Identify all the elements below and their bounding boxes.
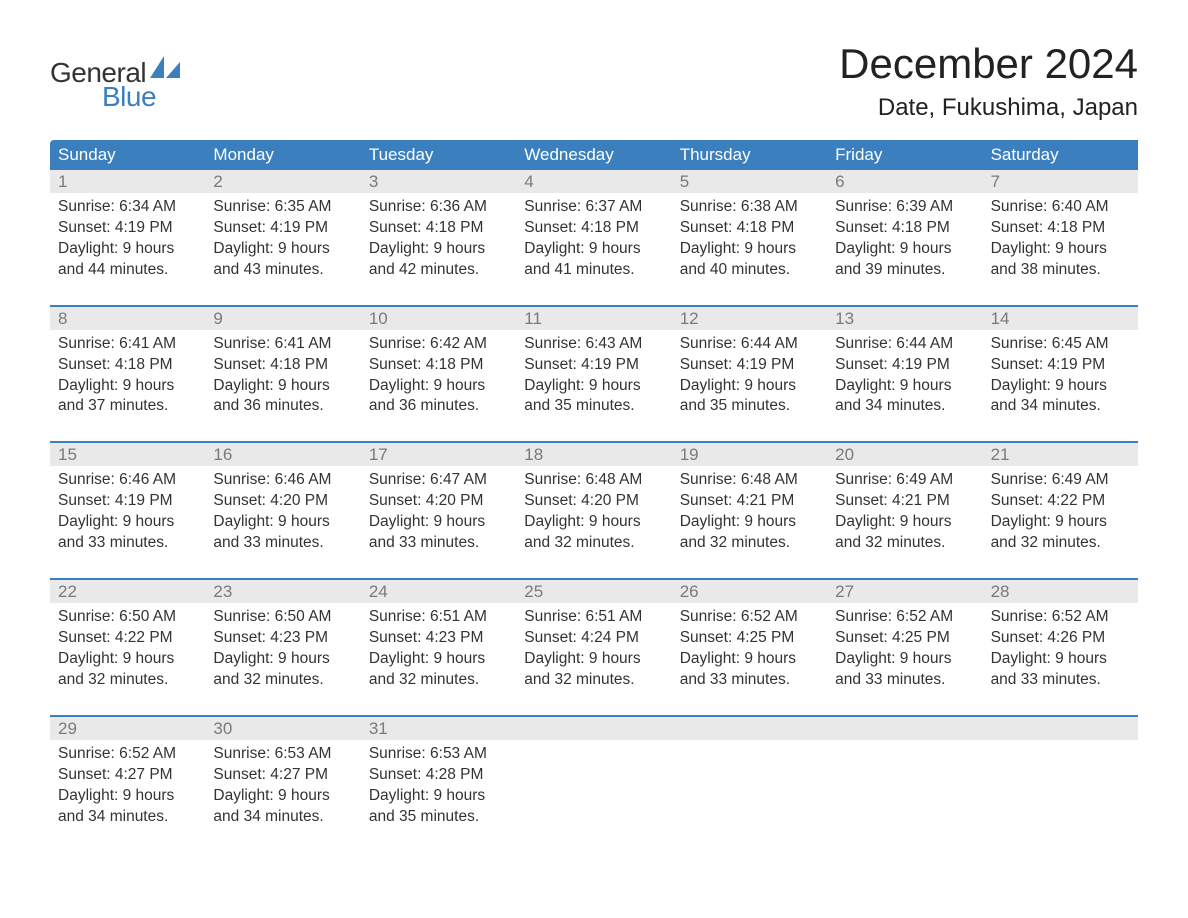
day-number: 13 [827,307,982,330]
day-number: 7 [983,170,1138,193]
day-number: 28 [983,580,1138,603]
day-number: 23 [205,580,360,603]
day-details: Sunrise: 6:49 AMSunset: 4:22 PMDaylight:… [983,466,1138,560]
day-number: 8 [50,307,205,330]
day-details: Sunrise: 6:39 AMSunset: 4:18 PMDaylight:… [827,193,982,287]
day-details-empty [672,740,827,834]
day-number: 25 [516,580,671,603]
day-details: Sunrise: 6:41 AMSunset: 4:18 PMDaylight:… [205,330,360,424]
day-number: 26 [672,580,827,603]
day-details: Sunrise: 6:42 AMSunset: 4:18 PMDaylight:… [361,330,516,424]
day-details-empty [516,740,671,834]
month-title: December 2024 [839,40,1138,88]
page-header: General Blue December 2024 Date, Fukushi… [50,40,1138,122]
day-details: Sunrise: 6:44 AMSunset: 4:19 PMDaylight:… [672,330,827,424]
day-details: Sunrise: 6:41 AMSunset: 4:18 PMDaylight:… [50,330,205,424]
day-details: Sunrise: 6:48 AMSunset: 4:21 PMDaylight:… [672,466,827,560]
day-number: 12 [672,307,827,330]
day-number: 18 [516,443,671,466]
sail-icon [150,56,180,83]
day-details: Sunrise: 6:47 AMSunset: 4:20 PMDaylight:… [361,466,516,560]
day-details: Sunrise: 6:52 AMSunset: 4:27 PMDaylight:… [50,740,205,834]
day-details: Sunrise: 6:52 AMSunset: 4:25 PMDaylight:… [827,603,982,697]
day-details: Sunrise: 6:50 AMSunset: 4:22 PMDaylight:… [50,603,205,697]
day-number: 1 [50,170,205,193]
day-details: Sunrise: 6:38 AMSunset: 4:18 PMDaylight:… [672,193,827,287]
week-separator [50,423,1138,443]
day-details: Sunrise: 6:52 AMSunset: 4:25 PMDaylight:… [672,603,827,697]
day-details: Sunrise: 6:40 AMSunset: 4:18 PMDaylight:… [983,193,1138,287]
week-separator [50,287,1138,307]
day-number: 22 [50,580,205,603]
day-number: 11 [516,307,671,330]
day-details: Sunrise: 6:46 AMSunset: 4:19 PMDaylight:… [50,466,205,560]
day-details: Sunrise: 6:53 AMSunset: 4:27 PMDaylight:… [205,740,360,834]
day-number: 20 [827,443,982,466]
logo: General Blue [50,40,180,113]
day-number: 24 [361,580,516,603]
day-details-empty [827,740,982,834]
weekday-header: Thursday [672,140,827,170]
day-details: Sunrise: 6:53 AMSunset: 4:28 PMDaylight:… [361,740,516,834]
weekday-header: Sunday [50,140,205,170]
weekday-header: Friday [827,140,982,170]
day-details: Sunrise: 6:49 AMSunset: 4:21 PMDaylight:… [827,466,982,560]
day-number-empty [827,717,982,740]
day-number: 9 [205,307,360,330]
day-details: Sunrise: 6:43 AMSunset: 4:19 PMDaylight:… [516,330,671,424]
weekday-header: Saturday [983,140,1138,170]
day-number: 16 [205,443,360,466]
week-separator [50,560,1138,580]
location-text: Date, Fukushima, Japan [839,94,1138,122]
day-number: 31 [361,717,516,740]
logo-text-blue: Blue [102,81,180,113]
day-number-empty [516,717,671,740]
day-number: 5 [672,170,827,193]
day-details: Sunrise: 6:34 AMSunset: 4:19 PMDaylight:… [50,193,205,287]
day-number: 17 [361,443,516,466]
day-details: Sunrise: 6:51 AMSunset: 4:24 PMDaylight:… [516,603,671,697]
weekday-header: Wednesday [516,140,671,170]
calendar-grid: SundayMondayTuesdayWednesdayThursdayFrid… [50,140,1138,833]
day-number: 3 [361,170,516,193]
day-number: 4 [516,170,671,193]
day-details: Sunrise: 6:36 AMSunset: 4:18 PMDaylight:… [361,193,516,287]
day-details: Sunrise: 6:52 AMSunset: 4:26 PMDaylight:… [983,603,1138,697]
day-number: 10 [361,307,516,330]
day-details: Sunrise: 6:50 AMSunset: 4:23 PMDaylight:… [205,603,360,697]
day-details: Sunrise: 6:51 AMSunset: 4:23 PMDaylight:… [361,603,516,697]
day-number: 2 [205,170,360,193]
day-details: Sunrise: 6:46 AMSunset: 4:20 PMDaylight:… [205,466,360,560]
title-block: December 2024 Date, Fukushima, Japan [839,40,1138,122]
day-details-empty [983,740,1138,834]
day-details: Sunrise: 6:35 AMSunset: 4:19 PMDaylight:… [205,193,360,287]
day-number-empty [983,717,1138,740]
weekday-header: Monday [205,140,360,170]
day-number: 19 [672,443,827,466]
day-number: 27 [827,580,982,603]
week-separator [50,697,1138,717]
day-details: Sunrise: 6:44 AMSunset: 4:19 PMDaylight:… [827,330,982,424]
day-details: Sunrise: 6:45 AMSunset: 4:19 PMDaylight:… [983,330,1138,424]
day-number: 6 [827,170,982,193]
weekday-header: Tuesday [361,140,516,170]
day-details: Sunrise: 6:48 AMSunset: 4:20 PMDaylight:… [516,466,671,560]
day-number: 14 [983,307,1138,330]
day-number: 30 [205,717,360,740]
day-number-empty [672,717,827,740]
day-number: 15 [50,443,205,466]
day-number: 21 [983,443,1138,466]
day-number: 29 [50,717,205,740]
day-details: Sunrise: 6:37 AMSunset: 4:18 PMDaylight:… [516,193,671,287]
